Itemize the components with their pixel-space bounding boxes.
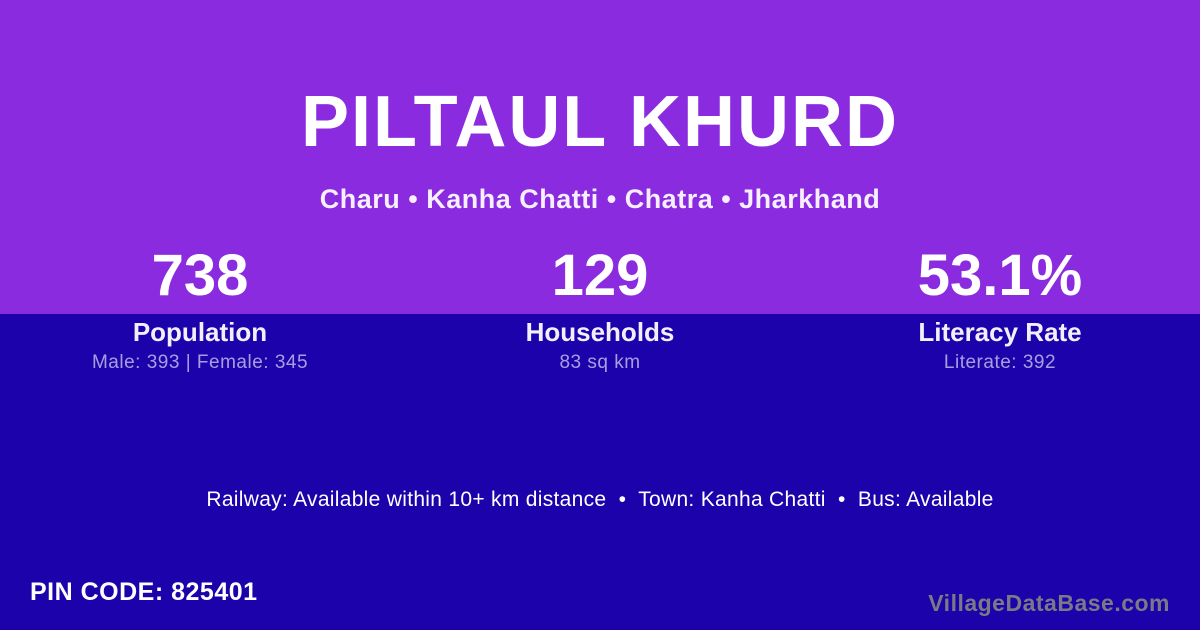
stats-labels-row: Population Households Literacy Rate: [0, 317, 1200, 348]
watermark-brand: VillageDataBase.com: [928, 590, 1170, 616]
hero-section: [0, 0, 1200, 314]
location-breadcrumb: Charu • Kanha Chatti • Chatra • Jharkhan…: [319, 184, 881, 214]
literacy-rate-label: Literacy Rate: [918, 317, 1082, 347]
transport-info-line: Railway: Available within 10+ km distanc…: [206, 488, 994, 511]
stats-details-row: Male: 393 | Female: 345 83 sq km Literat…: [0, 352, 1200, 374]
population-detail: Male: 393 | Female: 345: [91, 352, 309, 373]
population-value: 738: [151, 243, 249, 308]
literacy-rate-value: 53.1%: [917, 243, 1083, 308]
literacy-rate-detail: Literate: 392: [943, 352, 1057, 373]
population-label: Population: [132, 317, 268, 347]
households-value: 129: [551, 243, 649, 308]
stats-values-row: 738 129 53.1%: [0, 244, 1200, 308]
households-detail: 83 sq km: [559, 352, 641, 373]
village-name-title: PILTAUL KHURD: [301, 82, 899, 162]
households-label: Households: [525, 317, 675, 347]
pin-code-label: PIN CODE: 825401: [30, 578, 258, 606]
